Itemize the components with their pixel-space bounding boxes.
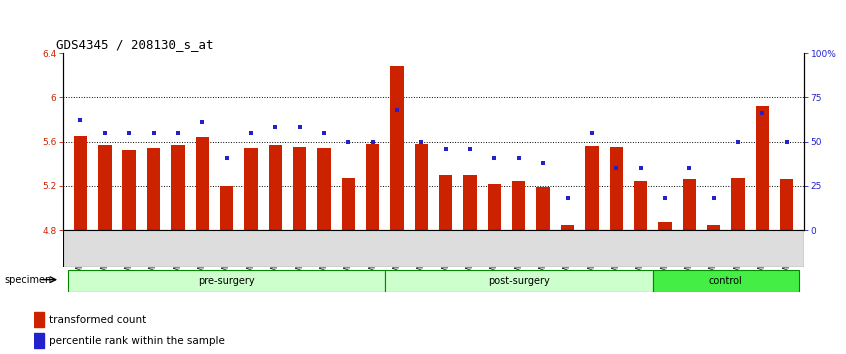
Bar bbox=[439, 175, 453, 230]
Text: control: control bbox=[709, 275, 743, 286]
Point bbox=[731, 139, 744, 144]
Point bbox=[390, 107, 404, 113]
Point bbox=[585, 130, 599, 136]
Text: transformed count: transformed count bbox=[49, 315, 146, 325]
Bar bbox=[74, 136, 87, 230]
Bar bbox=[634, 181, 647, 230]
Bar bbox=[147, 148, 160, 230]
Point bbox=[146, 130, 160, 136]
Bar bbox=[293, 147, 306, 230]
Point bbox=[220, 155, 233, 160]
Bar bbox=[609, 147, 623, 230]
Point bbox=[244, 130, 258, 136]
Bar bbox=[268, 145, 282, 230]
Bar bbox=[780, 179, 794, 230]
Text: percentile rank within the sample: percentile rank within the sample bbox=[49, 336, 224, 346]
Bar bbox=[585, 146, 599, 230]
Bar bbox=[561, 224, 574, 230]
Bar bbox=[415, 144, 428, 230]
Bar bbox=[653, 269, 799, 292]
Point bbox=[439, 146, 453, 152]
Point bbox=[74, 118, 87, 123]
Bar bbox=[244, 148, 258, 230]
Point bbox=[707, 195, 721, 201]
Point bbox=[195, 119, 209, 125]
Point bbox=[415, 139, 428, 144]
Point bbox=[317, 130, 331, 136]
Bar bbox=[707, 224, 720, 230]
Text: GDS4345 / 208130_s_at: GDS4345 / 208130_s_at bbox=[56, 38, 213, 51]
Bar bbox=[512, 181, 525, 230]
Bar bbox=[488, 184, 501, 230]
Text: post-surgery: post-surgery bbox=[488, 275, 550, 286]
Bar bbox=[342, 178, 355, 230]
Point bbox=[268, 125, 282, 130]
Point bbox=[780, 139, 794, 144]
Bar bbox=[98, 145, 112, 230]
Point bbox=[98, 130, 112, 136]
Bar bbox=[220, 186, 233, 230]
Text: pre-surgery: pre-surgery bbox=[198, 275, 255, 286]
Bar bbox=[317, 148, 331, 230]
Point bbox=[536, 160, 550, 166]
Point bbox=[683, 165, 696, 171]
Bar bbox=[755, 106, 769, 230]
Point bbox=[366, 139, 380, 144]
Bar bbox=[34, 333, 44, 348]
Point bbox=[342, 139, 355, 144]
Point bbox=[487, 155, 501, 160]
Bar bbox=[366, 144, 379, 230]
Bar bbox=[171, 145, 184, 230]
Point bbox=[561, 195, 574, 201]
Point bbox=[123, 130, 136, 136]
Point bbox=[609, 165, 623, 171]
Point bbox=[658, 195, 672, 201]
Bar bbox=[658, 222, 672, 230]
Point bbox=[512, 155, 525, 160]
Bar bbox=[464, 175, 477, 230]
Point bbox=[634, 165, 647, 171]
Point bbox=[293, 125, 306, 130]
Bar bbox=[731, 178, 744, 230]
Text: specimen: specimen bbox=[4, 275, 52, 285]
Bar bbox=[195, 137, 209, 230]
Bar bbox=[536, 187, 550, 230]
Bar bbox=[390, 67, 404, 230]
Point bbox=[755, 110, 769, 116]
Bar bbox=[123, 150, 136, 230]
Bar bbox=[69, 269, 385, 292]
Bar bbox=[385, 269, 653, 292]
Point bbox=[464, 146, 477, 152]
Bar bbox=[683, 179, 696, 230]
Bar bbox=[34, 312, 44, 327]
Point bbox=[171, 130, 184, 136]
